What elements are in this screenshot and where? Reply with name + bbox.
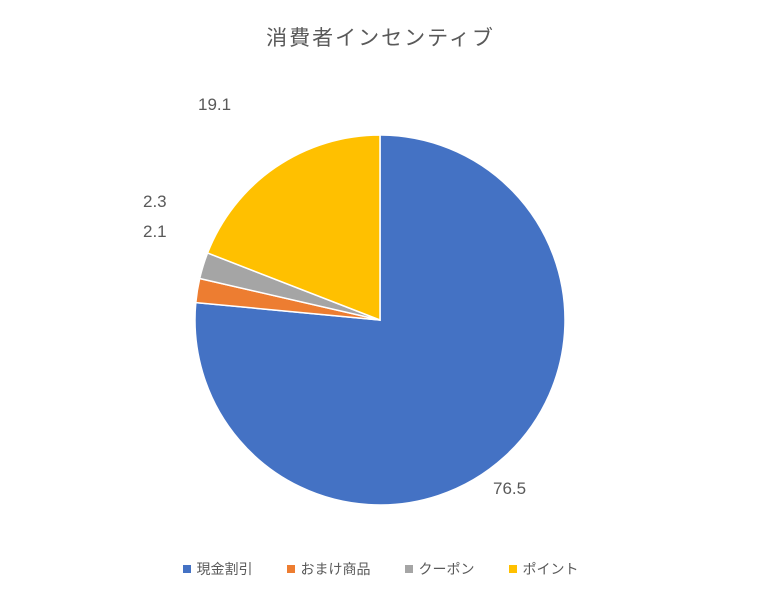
legend-item-coupon: クーポン bbox=[405, 559, 475, 579]
data-label-points: 19.1 bbox=[198, 95, 231, 115]
pie-canvas bbox=[0, 0, 761, 607]
legend-label: おまけ商品 bbox=[301, 559, 371, 579]
legend-label: クーポン bbox=[419, 559, 475, 579]
pie-chart: 消費者インセンティブ 76.5 2.1 2.3 19.1 現金割引 おまけ商品 … bbox=[0, 0, 761, 607]
legend-item-bonus-item: おまけ商品 bbox=[287, 559, 371, 579]
legend-label: 現金割引 bbox=[197, 559, 253, 579]
legend-swatch-icon bbox=[509, 565, 517, 573]
data-label-cash-discount: 76.5 bbox=[493, 479, 526, 499]
legend-item-cash-discount: 現金割引 bbox=[183, 559, 253, 579]
legend-label: ポイント bbox=[523, 559, 579, 579]
legend-swatch-icon bbox=[405, 565, 413, 573]
legend-item-points: ポイント bbox=[509, 559, 579, 579]
legend-swatch-icon bbox=[183, 565, 191, 573]
data-label-bonus-item: 2.1 bbox=[143, 222, 167, 242]
legend: 現金割引 おまけ商品 クーポン ポイント bbox=[0, 559, 761, 579]
legend-swatch-icon bbox=[287, 565, 295, 573]
data-label-coupon: 2.3 bbox=[143, 192, 167, 212]
